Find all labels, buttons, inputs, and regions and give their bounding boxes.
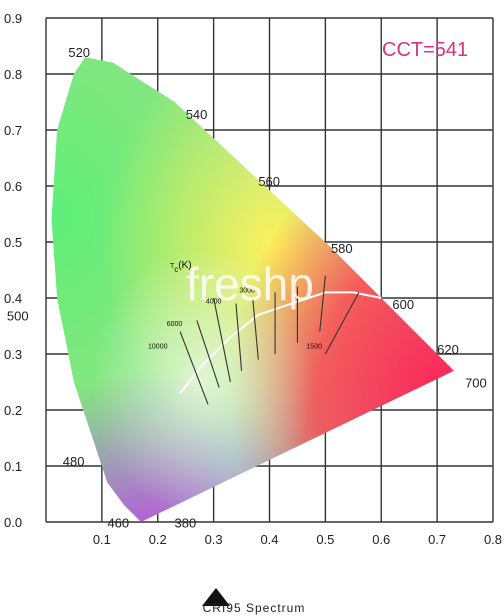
isotherm-lines: 10000 6000 4000 3000 1500 — [148, 275, 360, 405]
axis-ticks: 0.1 0.2 0.3 0.4 0.5 0.6 0.7 0.8 0.0 0.1 0.2 0.3 0.4 0… — [4, 11, 502, 547]
temperature-label: Tc(K) — [170, 260, 192, 274]
y-tick-label: 0.6 — [4, 179, 22, 194]
wavelength-label: 560 — [258, 174, 280, 189]
isotherm-line — [235, 303, 243, 371]
isotherm-label: 10000 — [148, 343, 168, 350]
triangle-up-icon — [202, 588, 230, 606]
x-tick-label: 0.7 — [428, 532, 446, 547]
wavelength-labels: 520 540 560 580 600 620 700 500 480 460 380 — [7, 45, 487, 530]
isotherm-line — [324, 292, 360, 355]
cct-annotation: CCT=541 — [382, 39, 468, 61]
y-tick-label: 0.2 — [4, 403, 22, 418]
x-tick-label: 0.6 — [372, 532, 390, 547]
isotherm-label: 1500 — [306, 343, 322, 350]
x-tick-label: 0.3 — [205, 532, 223, 547]
isotherm-label: 3000 — [239, 287, 255, 294]
wavelength-label: 580 — [331, 241, 353, 256]
isotherm-label: 4000 — [206, 299, 222, 306]
isotherm-line — [196, 320, 220, 388]
isotherm-line — [319, 275, 326, 332]
x-tick-label: 0.5 — [316, 532, 334, 547]
x-tick-label: 0.2 — [149, 532, 167, 547]
isotherm-label: 6000 — [167, 321, 183, 328]
isotherm-line — [252, 297, 259, 360]
temperature-unit: (K) — [178, 260, 191, 271]
y-tick-label: 0.7 — [4, 123, 22, 138]
wavelength-label: 540 — [186, 107, 208, 122]
wavelength-label: 460 — [107, 516, 129, 531]
y-tick-label: 0.3 — [4, 347, 22, 362]
wavelength-label: 480 — [63, 454, 85, 469]
caption-label: CRI95 Spectrum — [203, 601, 306, 615]
watermark: freshp — [186, 258, 314, 310]
y-tick-label: 0.4 — [4, 291, 22, 306]
y-tick-label: 0.0 — [4, 515, 22, 530]
wavelength-label: 500 — [7, 308, 29, 323]
wavelength-label: 520 — [68, 45, 90, 60]
temperature-subscript: c — [174, 265, 178, 274]
isotherm-line — [179, 331, 209, 405]
y-tick-label: 0.9 — [4, 11, 22, 26]
wavelength-label: 620 — [437, 342, 459, 357]
wavelength-label: 700 — [465, 376, 487, 391]
x-tick-label: 0.1 — [93, 532, 111, 547]
wavelength-label: 380 — [175, 516, 197, 531]
y-tick-label: 0.5 — [4, 235, 22, 250]
x-tick-label: 0.8 — [484, 532, 502, 547]
y-tick-label: 0.8 — [4, 67, 22, 82]
isotherm-line — [213, 297, 231, 383]
x-tick-label: 0.4 — [260, 532, 278, 547]
y-tick-label: 0.1 — [4, 459, 22, 474]
wavelength-label: 600 — [392, 297, 414, 312]
temperature-symbol: T — [170, 263, 175, 270]
